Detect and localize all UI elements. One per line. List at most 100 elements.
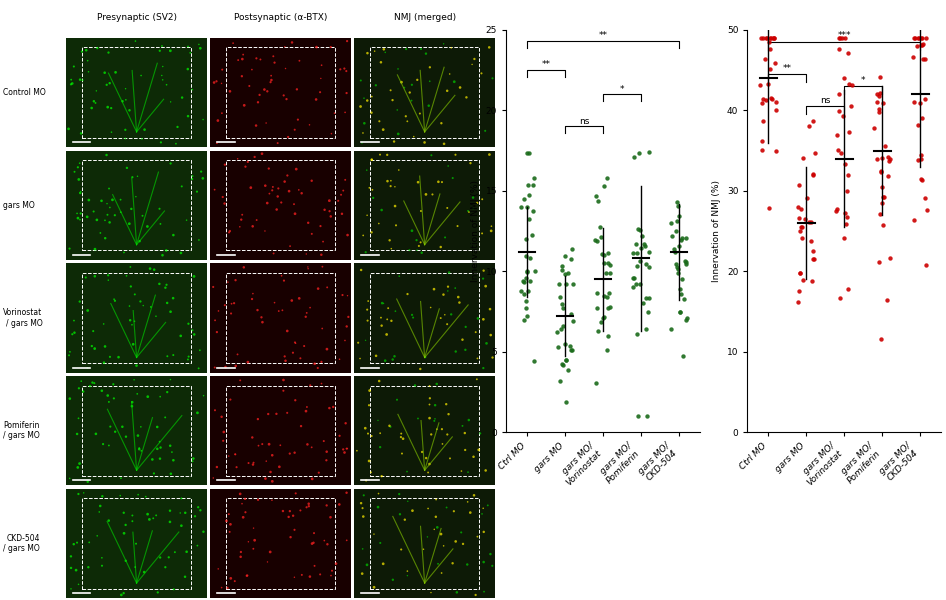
Point bbox=[75, 47, 90, 56]
Point bbox=[411, 178, 426, 187]
Point bbox=[85, 378, 100, 388]
Point bbox=[87, 344, 102, 353]
Point bbox=[123, 262, 138, 272]
Point bbox=[196, 391, 211, 400]
Point bbox=[526, 180, 541, 190]
Bar bbox=[226, 273, 335, 363]
Point bbox=[436, 139, 451, 149]
Point bbox=[552, 293, 567, 302]
Point bbox=[400, 496, 415, 506]
Point bbox=[155, 250, 170, 260]
Point bbox=[398, 112, 413, 121]
Point bbox=[166, 350, 181, 360]
Point bbox=[639, 293, 654, 303]
Point bbox=[214, 79, 229, 88]
Point bbox=[294, 570, 309, 580]
Point bbox=[801, 217, 816, 227]
Point bbox=[307, 359, 323, 368]
Point bbox=[108, 427, 123, 437]
Point bbox=[484, 561, 499, 571]
Point bbox=[137, 125, 152, 134]
Y-axis label: Innervation of NMJ (%): Innervation of NMJ (%) bbox=[712, 180, 721, 282]
Point bbox=[395, 434, 411, 443]
Point bbox=[883, 154, 898, 164]
Point bbox=[876, 220, 891, 229]
Point bbox=[207, 406, 222, 415]
Point bbox=[392, 489, 407, 499]
Point bbox=[670, 265, 685, 274]
Point bbox=[634, 231, 649, 241]
Point bbox=[558, 269, 573, 279]
Point bbox=[440, 203, 455, 213]
Point bbox=[117, 125, 132, 134]
Point bbox=[289, 488, 304, 498]
Point bbox=[871, 91, 886, 100]
Point bbox=[127, 375, 142, 385]
Point bbox=[97, 68, 113, 77]
Point bbox=[249, 215, 264, 225]
Point bbox=[187, 511, 202, 521]
Point bbox=[337, 64, 352, 73]
Point bbox=[239, 571, 254, 581]
Point bbox=[483, 330, 499, 340]
Point bbox=[289, 164, 304, 174]
Point bbox=[63, 75, 79, 85]
Point bbox=[829, 206, 844, 216]
Point bbox=[214, 412, 229, 422]
Point bbox=[376, 125, 391, 134]
Point bbox=[80, 477, 96, 487]
Point bbox=[441, 282, 456, 292]
Point bbox=[670, 217, 685, 226]
Point bbox=[84, 341, 99, 351]
Point bbox=[265, 185, 280, 195]
Point bbox=[402, 88, 417, 97]
Point bbox=[367, 46, 382, 56]
Point bbox=[108, 68, 123, 77]
Point bbox=[405, 506, 420, 515]
Point bbox=[673, 284, 688, 293]
Point bbox=[152, 454, 167, 463]
Point bbox=[374, 313, 389, 322]
Point bbox=[114, 422, 130, 431]
Point bbox=[173, 331, 188, 341]
Point bbox=[554, 265, 569, 274]
Point bbox=[257, 85, 272, 94]
Point bbox=[309, 42, 324, 52]
Point bbox=[327, 109, 342, 118]
Point bbox=[667, 247, 682, 257]
Point bbox=[632, 256, 647, 265]
Point bbox=[517, 289, 532, 299]
Point bbox=[839, 212, 854, 222]
Point bbox=[159, 280, 174, 290]
Point bbox=[376, 559, 391, 569]
Point bbox=[263, 77, 278, 87]
Point bbox=[429, 523, 445, 532]
Point bbox=[416, 544, 431, 554]
Point bbox=[479, 338, 494, 348]
Point bbox=[428, 400, 443, 410]
Point bbox=[461, 206, 476, 216]
Point bbox=[337, 448, 352, 457]
Point bbox=[118, 556, 133, 566]
Point bbox=[844, 101, 859, 111]
Point bbox=[114, 473, 129, 483]
Point bbox=[332, 355, 347, 364]
Point bbox=[391, 64, 406, 74]
Point bbox=[806, 169, 821, 178]
Point bbox=[424, 430, 439, 439]
Point bbox=[114, 590, 129, 600]
Point bbox=[323, 512, 338, 522]
Point bbox=[906, 97, 921, 107]
Point bbox=[244, 294, 259, 304]
Point bbox=[757, 54, 772, 64]
Point bbox=[333, 65, 348, 74]
Point bbox=[193, 505, 208, 515]
Point bbox=[237, 494, 253, 503]
Point bbox=[387, 352, 402, 361]
Point bbox=[520, 180, 535, 190]
Point bbox=[793, 226, 808, 235]
Point bbox=[123, 316, 138, 325]
Point bbox=[241, 537, 256, 547]
Point bbox=[597, 250, 612, 260]
Point bbox=[881, 171, 896, 181]
